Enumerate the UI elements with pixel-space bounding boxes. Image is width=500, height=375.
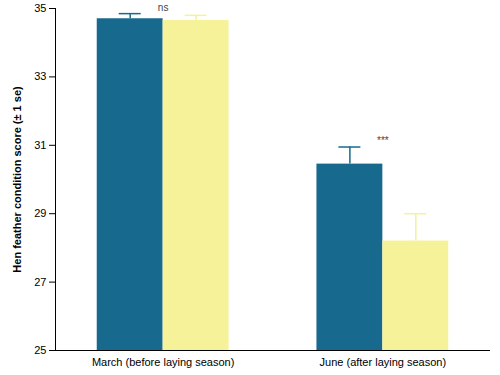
svg-text:33: 33: [34, 70, 46, 82]
svg-text:27: 27: [34, 276, 46, 288]
svg-text:Hen feather condition score (±: Hen feather condition score (± 1 se): [11, 86, 23, 273]
svg-text:25: 25: [34, 344, 46, 356]
svg-text:31: 31: [34, 139, 46, 151]
svg-text:ns: ns: [158, 2, 169, 13]
svg-text:***: ***: [377, 135, 389, 146]
svg-text:29: 29: [34, 207, 46, 219]
svg-text:35: 35: [34, 2, 46, 14]
svg-text:June (after laying season): June (after laying season): [320, 356, 447, 368]
svg-text:March (before laying season): March (before laying season): [92, 356, 234, 368]
